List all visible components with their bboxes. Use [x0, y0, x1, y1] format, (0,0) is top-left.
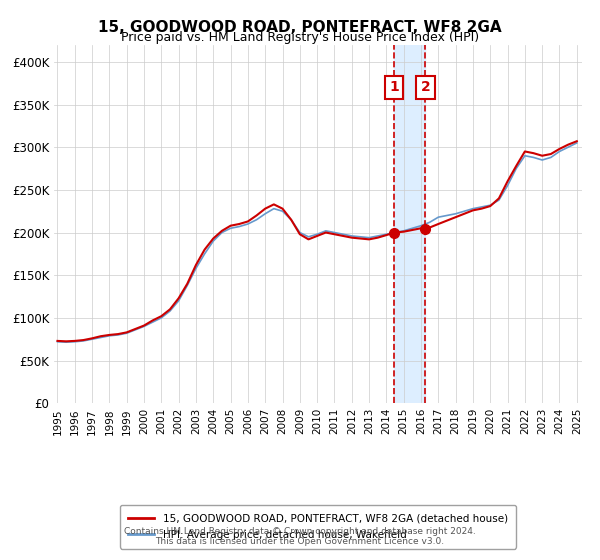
Legend: 15, GOODWOOD ROAD, PONTEFRACT, WF8 2GA (detached house), HPI: Average price, det: 15, GOODWOOD ROAD, PONTEFRACT, WF8 2GA (… [120, 505, 516, 548]
Text: 15, GOODWOOD ROAD, PONTEFRACT, WF8 2GA: 15, GOODWOOD ROAD, PONTEFRACT, WF8 2GA [98, 20, 502, 35]
Text: 1: 1 [389, 81, 399, 95]
Text: 2: 2 [421, 81, 430, 95]
Text: Contains HM Land Registry data © Crown copyright and database right 2024.
This d: Contains HM Land Registry data © Crown c… [124, 526, 476, 546]
Bar [394, 45, 425, 403]
Text: Price paid vs. HM Land Registry's House Price Index (HPI): Price paid vs. HM Land Registry's House … [121, 31, 479, 44]
